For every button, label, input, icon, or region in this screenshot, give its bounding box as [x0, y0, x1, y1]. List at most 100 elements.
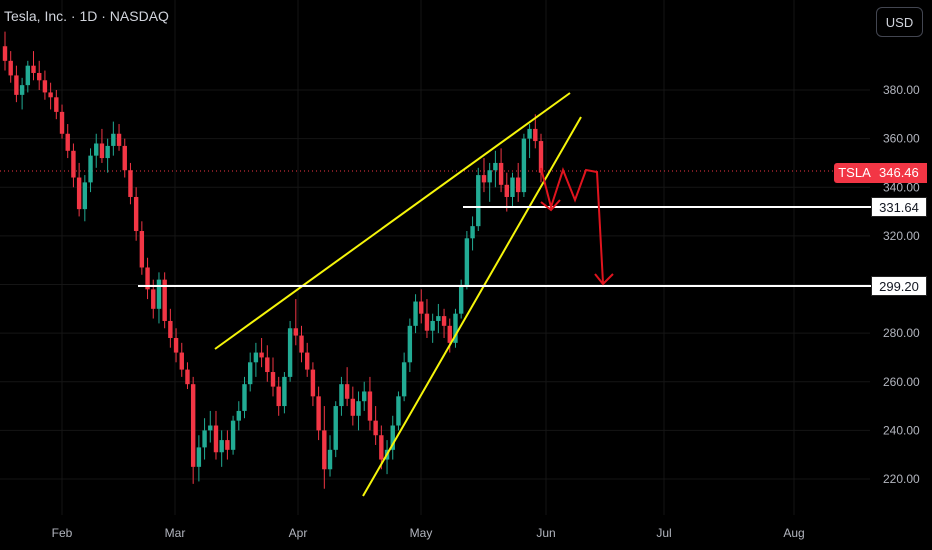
candle-body [305, 352, 310, 370]
candle-body [333, 406, 338, 450]
price-tick-label: 380.00 [883, 83, 920, 97]
candle-body [145, 267, 150, 290]
candle-body [504, 184, 509, 197]
candle-body [282, 376, 287, 407]
candle-body [48, 92, 53, 98]
candle-body [401, 362, 407, 397]
candle-body [19, 85, 25, 95]
candle-body [498, 162, 504, 185]
candle-body [202, 430, 207, 448]
candle-body [316, 396, 321, 431]
candle-body [436, 316, 441, 321]
candle-body [151, 289, 156, 309]
candle-body [367, 391, 373, 421]
candle-body [481, 175, 487, 183]
candle-body [208, 425, 213, 431]
candle-body [71, 150, 76, 178]
candle-body [76, 177, 82, 210]
lower-trendline[interactable] [362, 116, 582, 497]
candle-body [122, 145, 127, 171]
candle-body [407, 325, 413, 363]
price-tick-label: 240.00 [883, 423, 920, 437]
candle-body [310, 369, 316, 397]
candle-body [521, 138, 527, 193]
level-label-lower: 299.20 [871, 276, 927, 296]
candle-body [390, 425, 395, 450]
candle-body [111, 133, 116, 146]
candle-body [259, 352, 264, 358]
time-tick-label: Jun [536, 526, 555, 540]
last-price-label: 346.46 [875, 163, 927, 183]
candle-body [538, 141, 544, 173]
candle-body [362, 391, 367, 402]
candle-body [533, 128, 538, 142]
candle-body [487, 170, 492, 183]
candle-body [344, 384, 350, 399]
time-tick-label: Mar [165, 526, 186, 540]
candle-body [82, 182, 88, 210]
candle-body [190, 384, 196, 467]
candle-body [379, 435, 384, 460]
symbol-title[interactable]: Tesla, Inc. · 1D · NASDAQ [4, 8, 169, 24]
candle-body [133, 196, 139, 232]
projection-path[interactable] [540, 167, 604, 284]
candle-body [299, 335, 304, 353]
candle-body [173, 337, 179, 353]
arrow-head-small [540, 199, 561, 212]
candle-body [54, 97, 59, 112]
level-label-upper: 331.64 [871, 197, 927, 217]
candle-body [42, 80, 48, 93]
candle-body [116, 133, 122, 146]
price-tick-label: 320.00 [883, 229, 920, 243]
candle-body [493, 162, 498, 171]
candle-body [441, 316, 447, 326]
candle-body [2, 46, 8, 61]
chart-grid [0, 0, 870, 515]
candle-body [213, 425, 219, 453]
price-tick-label: 340.00 [883, 180, 920, 194]
time-tick-label: Aug [783, 526, 804, 540]
candle-body [37, 72, 42, 81]
candle-body [424, 313, 430, 331]
time-tick-label: May [410, 526, 433, 540]
candle-body [270, 372, 276, 387]
candle-body [464, 238, 470, 287]
candle-body [242, 384, 247, 411]
price-tick-label: 360.00 [883, 132, 920, 146]
candle-body [447, 325, 452, 343]
candle-body [527, 128, 532, 139]
candle-body [293, 328, 299, 336]
candle-body [65, 133, 70, 151]
arrow-head-large [594, 273, 614, 286]
currency-button[interactable]: USD [876, 7, 923, 37]
candle-body [322, 430, 327, 470]
candle-body [196, 447, 202, 467]
candle-body [162, 279, 167, 321]
time-tick-label: Jul [656, 526, 671, 540]
candle-body [339, 384, 344, 407]
candle-body [247, 362, 253, 385]
candle-body [350, 398, 356, 416]
candle-body [236, 410, 241, 421]
candle-body [94, 143, 99, 156]
candle-body [470, 226, 475, 239]
candle-body [356, 401, 361, 416]
time-tick-label: Apr [289, 526, 308, 540]
candle-body [287, 328, 293, 377]
upper-trendline[interactable] [214, 92, 571, 350]
time-tick-label: Feb [52, 526, 73, 540]
candle-body [31, 65, 36, 73]
candle-body [515, 177, 521, 193]
candle-body [128, 170, 133, 197]
candle-body [219, 440, 224, 453]
candle-body [14, 75, 19, 95]
candle-body [99, 143, 105, 159]
candle-body [88, 155, 93, 183]
candle-body [396, 396, 401, 426]
candle-body [8, 60, 13, 76]
candle-body [419, 301, 424, 314]
price-tick-label: 260.00 [883, 375, 920, 389]
candle-body [265, 357, 270, 373]
time-scale[interactable]: Feb Mar Apr May Jun Jul Aug [52, 526, 805, 540]
